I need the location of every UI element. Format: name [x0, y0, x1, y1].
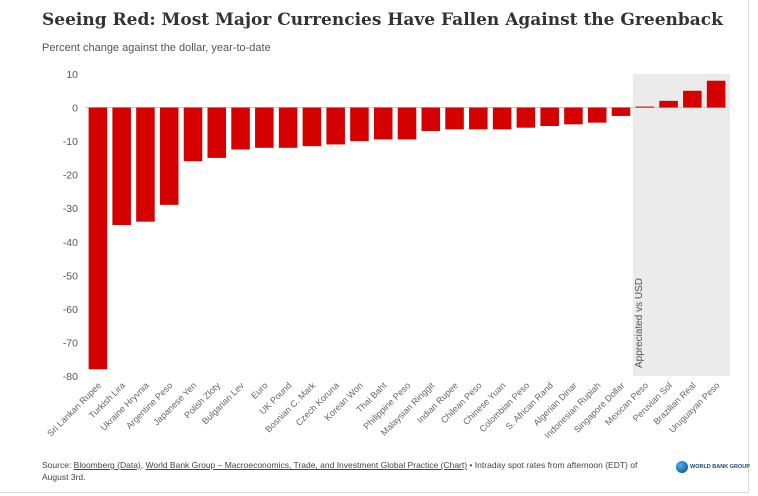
annotation-appreciated: Appreciated vs USD [634, 278, 645, 368]
bar [255, 107, 274, 148]
bar [183, 107, 203, 162]
globe-icon [676, 461, 688, 473]
y-tick-label: -40 [63, 237, 78, 249]
bar [350, 107, 369, 142]
source-link-world-bank[interactable]: World Bank Group – Macroeconomics, Trade… [145, 460, 468, 470]
logo-text: WORLD BANK GROUP [690, 464, 750, 470]
bar [587, 107, 607, 123]
source-suffix: • Intraday spot rates from afternoon (ED… [42, 460, 638, 482]
source-link-bloomberg[interactable]: Bloomberg (Data) [73, 460, 141, 470]
bar [302, 107, 322, 147]
chart-subtitle: Percent change against the dollar, year-… [42, 42, 271, 54]
y-tick-label: -70 [63, 337, 78, 349]
bar [159, 107, 179, 205]
bar [278, 107, 298, 148]
y-tick-label: -60 [63, 304, 78, 316]
source-note: Source: Bloomberg (Data), World Bank Gro… [42, 459, 660, 483]
bar [397, 107, 417, 140]
bar [445, 107, 464, 130]
x-tick-label: Bulgarian Lev [200, 380, 246, 426]
y-tick-label: -50 [63, 270, 78, 282]
bar [88, 107, 108, 370]
source-prefix: Source: [42, 460, 72, 470]
bar [231, 107, 250, 150]
bar [136, 107, 155, 222]
bar [326, 107, 345, 145]
y-tick-label: -20 [63, 170, 78, 182]
bar [635, 106, 655, 108]
bar [112, 107, 131, 225]
bar [611, 107, 631, 116]
bar [564, 107, 583, 125]
y-tick-label: 10 [66, 69, 78, 81]
x-tick-label: Euro [249, 380, 270, 401]
chart-title: Seeing Red: Most Major Currencies Have F… [42, 10, 723, 30]
bar [540, 107, 559, 127]
y-tick-label: -80 [63, 371, 78, 383]
world-bank-logo: WORLD BANK GROUP [676, 461, 750, 473]
bar [516, 107, 536, 128]
bar [706, 80, 726, 108]
bar [421, 107, 441, 132]
appreciated-region [632, 74, 730, 376]
y-tick-label: -10 [63, 136, 78, 148]
bar [373, 107, 393, 140]
bar [492, 107, 512, 130]
bar [659, 100, 678, 108]
y-tick-label: 0 [72, 103, 78, 115]
y-tick-label: -30 [63, 203, 78, 215]
bar [683, 90, 702, 108]
source-separator: , [140, 460, 144, 470]
bar [207, 107, 227, 158]
bar [469, 107, 488, 130]
